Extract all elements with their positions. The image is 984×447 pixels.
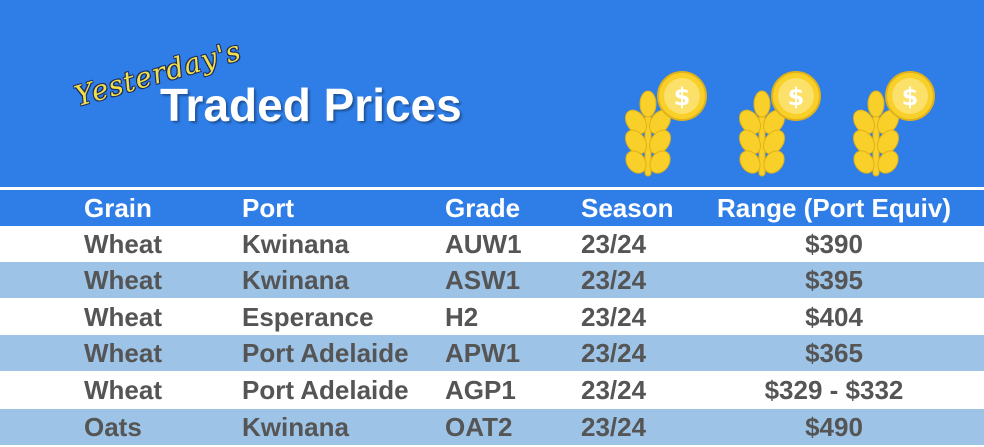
table-row: Wheat Port Adelaide APW1 23/24 $365	[0, 335, 984, 371]
svg-text:$: $	[788, 83, 805, 111]
cell-grade: OAT2	[445, 412, 513, 442]
cell-grain: Oats	[84, 412, 142, 442]
cell-port: Esperance	[242, 302, 374, 332]
cell-range: $365	[805, 338, 863, 368]
cell-range: $390	[805, 229, 863, 259]
table-header: Grain Port Grade Season Range (Port Equi…	[0, 190, 984, 226]
cell-grade: APW1	[445, 338, 521, 368]
wheat-coin-icon: $	[625, 71, 707, 177]
banner-divider	[0, 187, 984, 190]
header-port: Port	[242, 193, 294, 223]
cell-range: $490	[805, 412, 863, 442]
cell-grain: Wheat	[84, 375, 162, 405]
table-row: Wheat Port Adelaide AGP1 23/24 $329 - $3…	[0, 372, 984, 408]
cell-grade: AGP1	[445, 375, 516, 405]
table-row: Oats Kwinana OAT2 23/24 $490	[0, 409, 984, 445]
header-grain: Grain	[84, 193, 152, 223]
cell-port: Kwinana	[242, 265, 349, 295]
cell-season: 23/24	[581, 229, 647, 259]
banner-title: Traded Prices	[160, 79, 462, 131]
svg-text:$: $	[902, 83, 919, 111]
header-banner: Yesterday's Traded Prices $	[0, 0, 984, 187]
header-range: Range (Port Equiv)	[716, 193, 951, 223]
cell-grade: ASW1	[445, 265, 521, 295]
cell-port: Port Adelaide	[242, 338, 409, 368]
cell-grain: Wheat	[84, 229, 162, 259]
cell-grain: Wheat	[84, 302, 162, 332]
cell-range: $395	[805, 265, 863, 295]
table-row: Wheat Kwinana ASW1 23/24 $395	[0, 262, 984, 298]
svg-text:$: $	[674, 83, 691, 111]
header-grade: Grade	[445, 193, 521, 223]
cell-range: $404	[805, 302, 863, 332]
cell-season: 23/24	[581, 375, 647, 405]
cell-grain: Wheat	[84, 265, 162, 295]
cell-grain: Wheat	[84, 338, 162, 368]
wheat-coin-icon: $	[853, 71, 935, 177]
cell-range: $329 - $332	[764, 375, 904, 405]
cell-grade: AUW1	[445, 229, 522, 259]
header-season: Season	[581, 193, 674, 223]
cell-port: Port Adelaide	[242, 375, 409, 405]
cell-port: Kwinana	[242, 412, 349, 442]
cell-grade: H2	[445, 302, 479, 332]
cell-season: 23/24	[581, 302, 647, 332]
cell-season: 23/24	[581, 338, 647, 368]
cell-port: Kwinana	[242, 229, 349, 259]
table-row: Wheat Esperance H2 23/24 $404	[0, 299, 984, 335]
cell-season: 23/24	[581, 265, 647, 295]
wheat-coin-icon: $	[739, 71, 821, 177]
table-row: Wheat Kwinana AUW1 23/24 $390	[0, 226, 984, 262]
cell-season: 23/24	[581, 412, 647, 442]
